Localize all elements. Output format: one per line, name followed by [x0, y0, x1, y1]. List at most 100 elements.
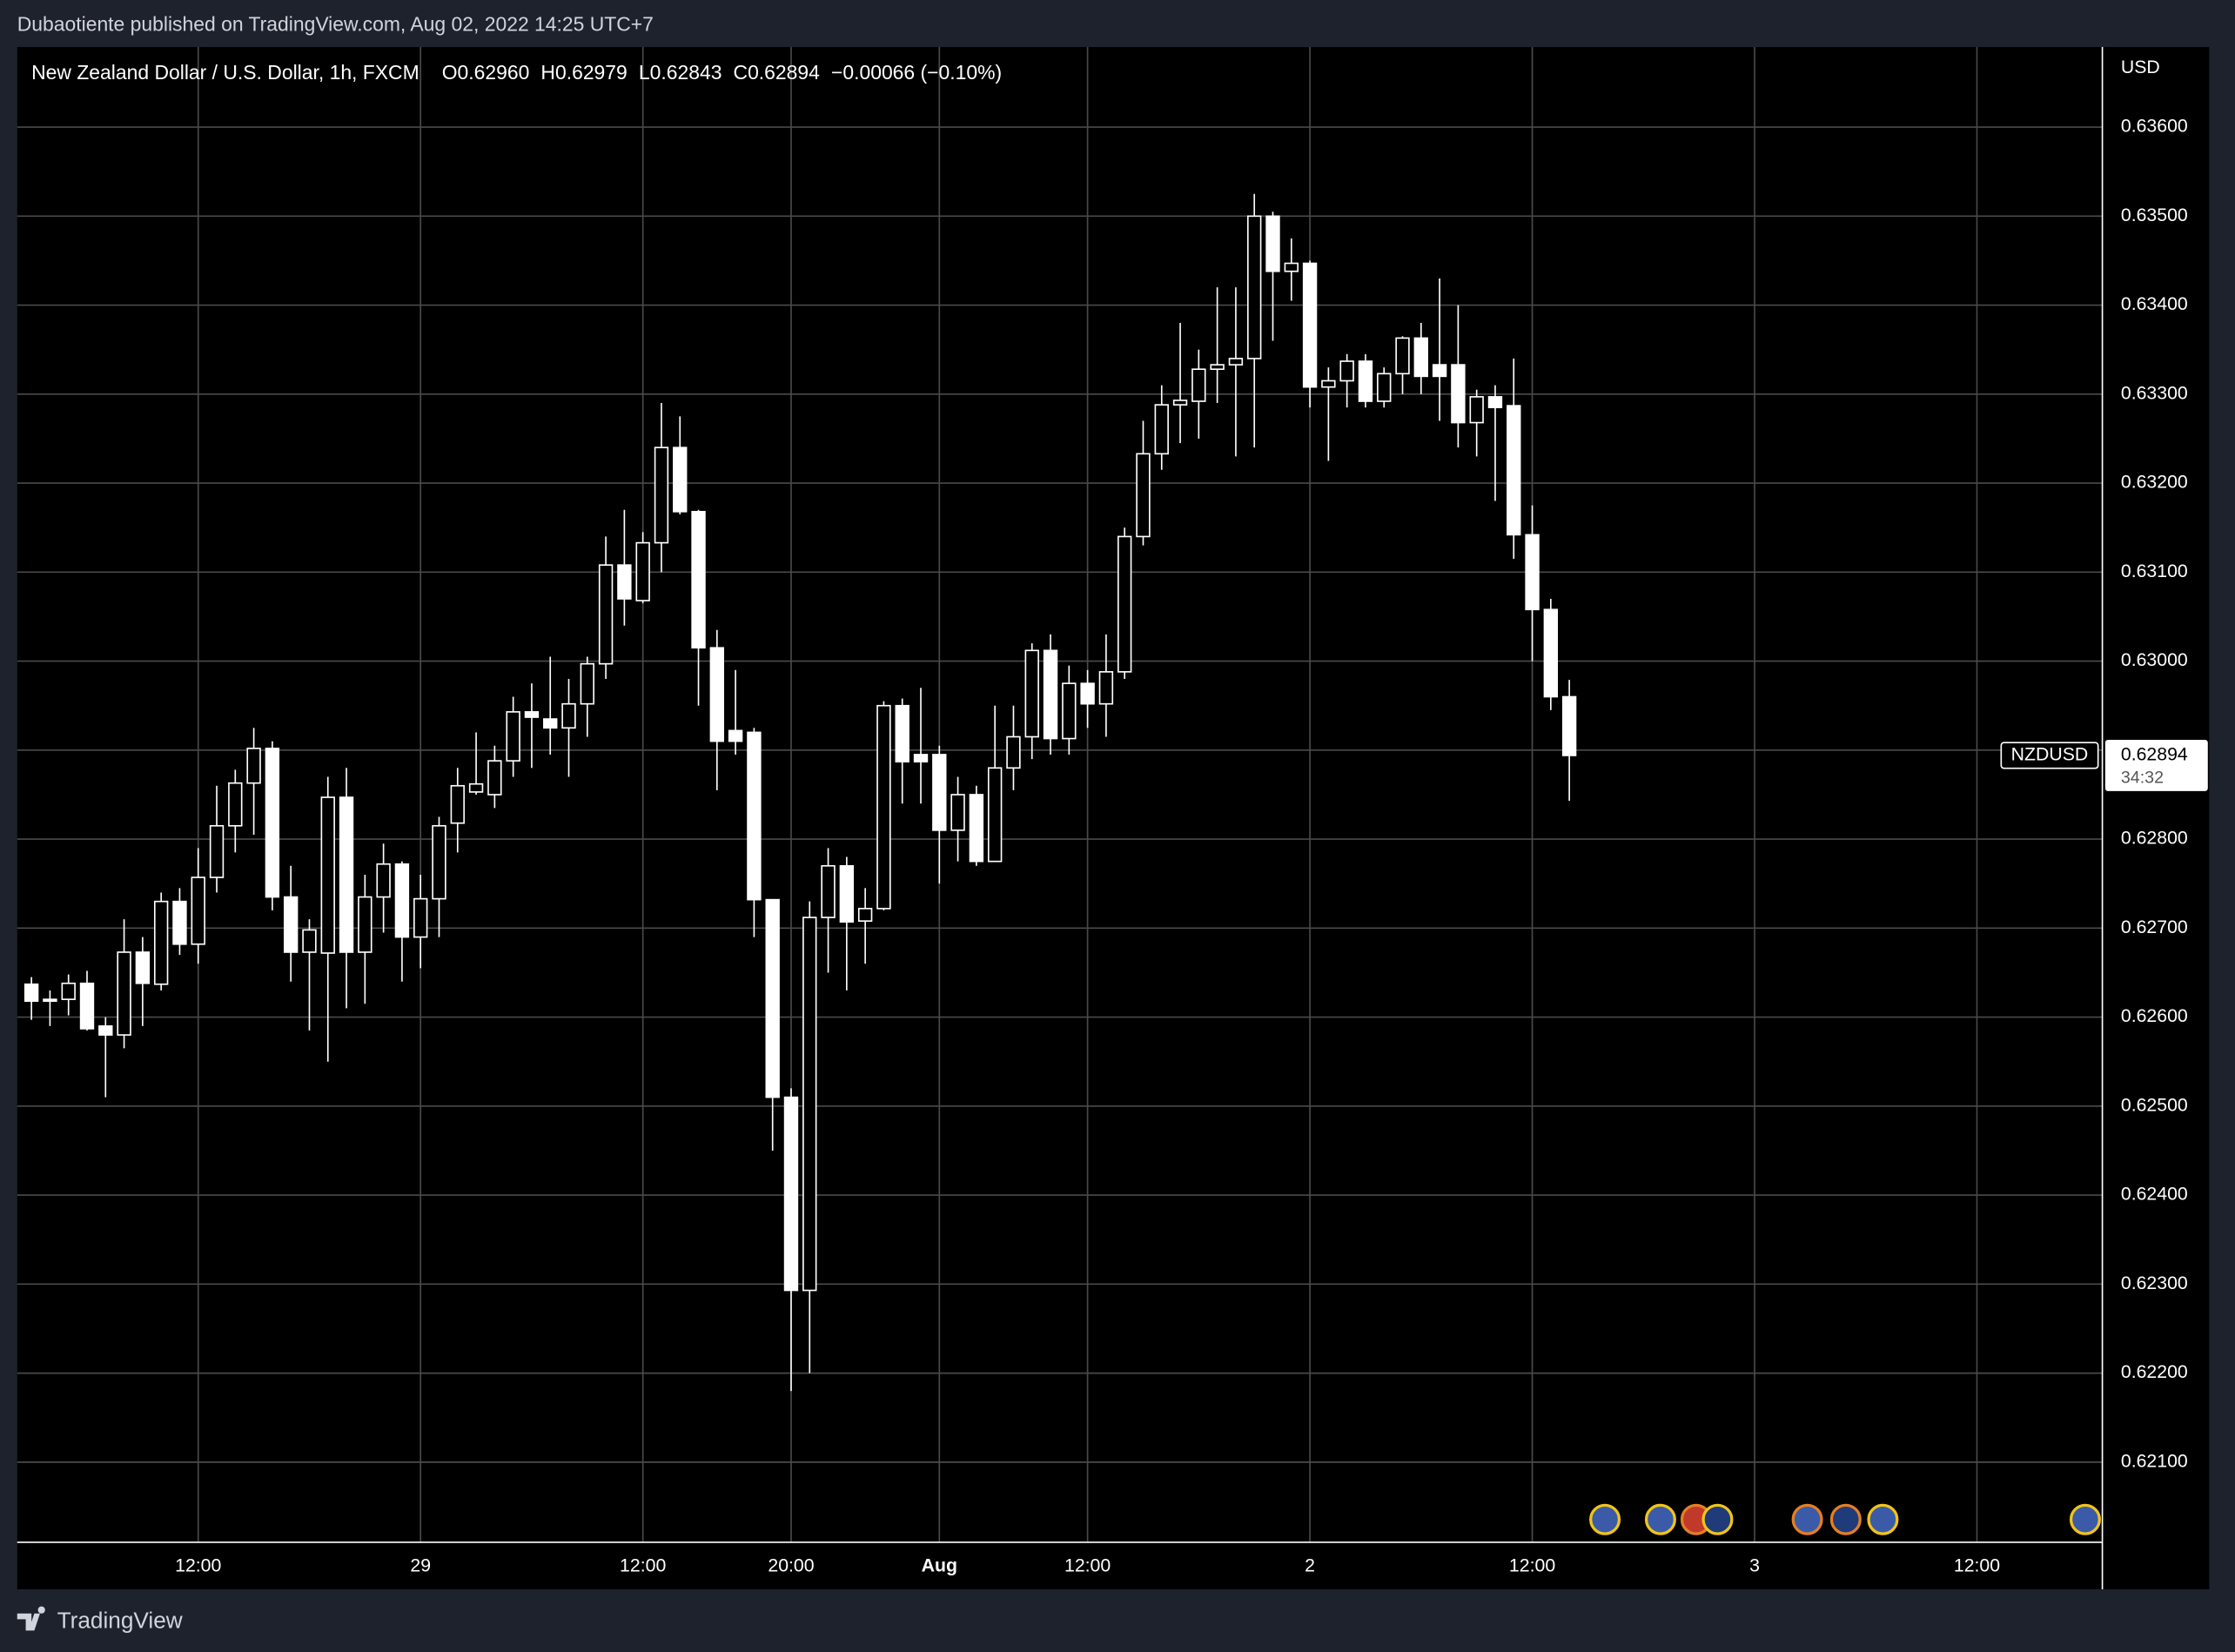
x-tick-label: 3: [1749, 1555, 1760, 1575]
candle-body: [413, 897, 428, 938]
candle-body: [857, 908, 873, 922]
candle-body: [1543, 608, 1559, 698]
y-tick-label: 0.63100: [2121, 561, 2188, 581]
y-tick-label: 0.62300: [2121, 1273, 2188, 1293]
chart-pane: [17, 47, 2210, 1589]
candle-body: [1118, 535, 1132, 673]
candle-body: [765, 898, 780, 1098]
y-tick-label: 0.63300: [2121, 382, 2188, 403]
candle-body: [802, 917, 817, 1292]
symbol-badge: [2000, 742, 2099, 769]
candle-body: [1413, 337, 1429, 378]
candle-body: [246, 747, 261, 784]
candle-body: [691, 510, 706, 649]
y-tick-label: 0.62400: [2121, 1184, 2188, 1205]
candle-body: [747, 731, 762, 901]
event-icon[interactable]: [1829, 1503, 1862, 1535]
y-tick-label: 0.63400: [2121, 293, 2188, 314]
candle-body: [839, 864, 855, 923]
candle-body: [876, 704, 891, 910]
event-icon[interactable]: [1867, 1503, 1899, 1535]
candle-body: [635, 541, 650, 601]
candle-body: [265, 747, 280, 898]
candle-body: [1339, 360, 1354, 382]
candle-body: [61, 982, 76, 1000]
candle-body: [135, 951, 151, 984]
price-badge-label: 0.62894: [2121, 744, 2188, 765]
candle-body: [209, 824, 225, 878]
candle-body: [79, 982, 95, 1030]
candle-body: [1006, 735, 1021, 769]
event-icon[interactable]: [1589, 1503, 1621, 1535]
candle-body: [1451, 364, 1466, 424]
candle-body: [1265, 215, 1280, 272]
candle-body: [394, 863, 410, 938]
candle-body: [1136, 453, 1151, 538]
candle-body: [487, 760, 502, 796]
candle-body: [1062, 682, 1077, 740]
candle-body: [172, 900, 187, 945]
ohlc-value: C0.62894: [734, 61, 821, 84]
candle-body: [709, 647, 725, 742]
x-tick-label: 2: [1305, 1555, 1315, 1575]
candle-body: [524, 711, 540, 718]
candle-body: [1395, 337, 1410, 375]
candle-body: [1284, 262, 1299, 272]
y-tick-label: 0.63200: [2121, 472, 2188, 493]
candle-body: [358, 896, 372, 953]
candle-body: [1302, 262, 1318, 388]
candles: [23, 193, 1577, 1392]
symbol-title: New Zealand Dollar / U.S. Dollar, 1h, FX…: [31, 61, 419, 84]
candle-body: [153, 900, 169, 985]
candle-body: [1507, 405, 1521, 536]
price-badge: [2104, 739, 2208, 791]
candle-body: [783, 1096, 799, 1292]
candle-body: [339, 796, 354, 953]
x-tick-label: 20:00: [768, 1555, 814, 1575]
candle-body: [117, 951, 131, 1036]
candle-body: [1228, 358, 1244, 366]
grid: [17, 47, 2103, 1542]
axis-unit: USD: [2121, 57, 2160, 77]
y-tick-label: 0.62200: [2121, 1361, 2188, 1382]
y-tick-label: 0.62800: [2121, 828, 2188, 849]
event-icon[interactable]: [1791, 1503, 1823, 1535]
event-icon[interactable]: [2069, 1503, 2101, 1535]
candle-body: [821, 864, 836, 918]
symbol-legend: New Zealand Dollar / U.S. Dollar, 1h, FX…: [31, 61, 1002, 84]
x-tick-label: 12:00: [1064, 1555, 1111, 1575]
x-tick-label: 12:00: [620, 1555, 666, 1575]
event-icon[interactable]: [1644, 1503, 1676, 1535]
candle-body: [932, 754, 947, 831]
logo: TradingView: [17, 1606, 183, 1634]
candle-body: [1210, 364, 1225, 371]
candle-body: [1377, 373, 1392, 402]
candle-body: [673, 447, 688, 513]
candle-body: [1172, 400, 1188, 406]
x-tick-label: 12:00: [175, 1555, 221, 1575]
x-tick-label: 29: [410, 1555, 431, 1575]
candle-body: [1487, 396, 1503, 408]
candle-body: [617, 564, 632, 600]
candle-body: [1024, 649, 1039, 738]
candle-body: [506, 711, 520, 762]
ohlc-value: −0.00066 (−0.10%): [831, 61, 1002, 84]
candle-body: [895, 704, 909, 762]
candle-body: [1469, 396, 1484, 424]
candle-body: [376, 863, 391, 898]
candle-body: [987, 767, 1003, 863]
ohlc-value: O0.62960: [442, 61, 530, 84]
logo-text: TradingView: [57, 1608, 183, 1634]
candle-body: [468, 782, 484, 793]
candle-body: [432, 824, 446, 900]
y-tick-label: 0.62600: [2121, 1005, 2188, 1026]
event-icon[interactable]: [1701, 1503, 1734, 1535]
candle-body: [1043, 649, 1058, 740]
candle-body: [950, 794, 965, 831]
candle-body: [561, 702, 576, 729]
candle-body: [1432, 364, 1447, 378]
y-tick-label: 0.62100: [2121, 1451, 2188, 1472]
candle-body: [580, 662, 594, 705]
candle-body: [98, 1025, 113, 1036]
publisher: Dubaotiente published on TradingView.com…: [17, 13, 654, 36]
